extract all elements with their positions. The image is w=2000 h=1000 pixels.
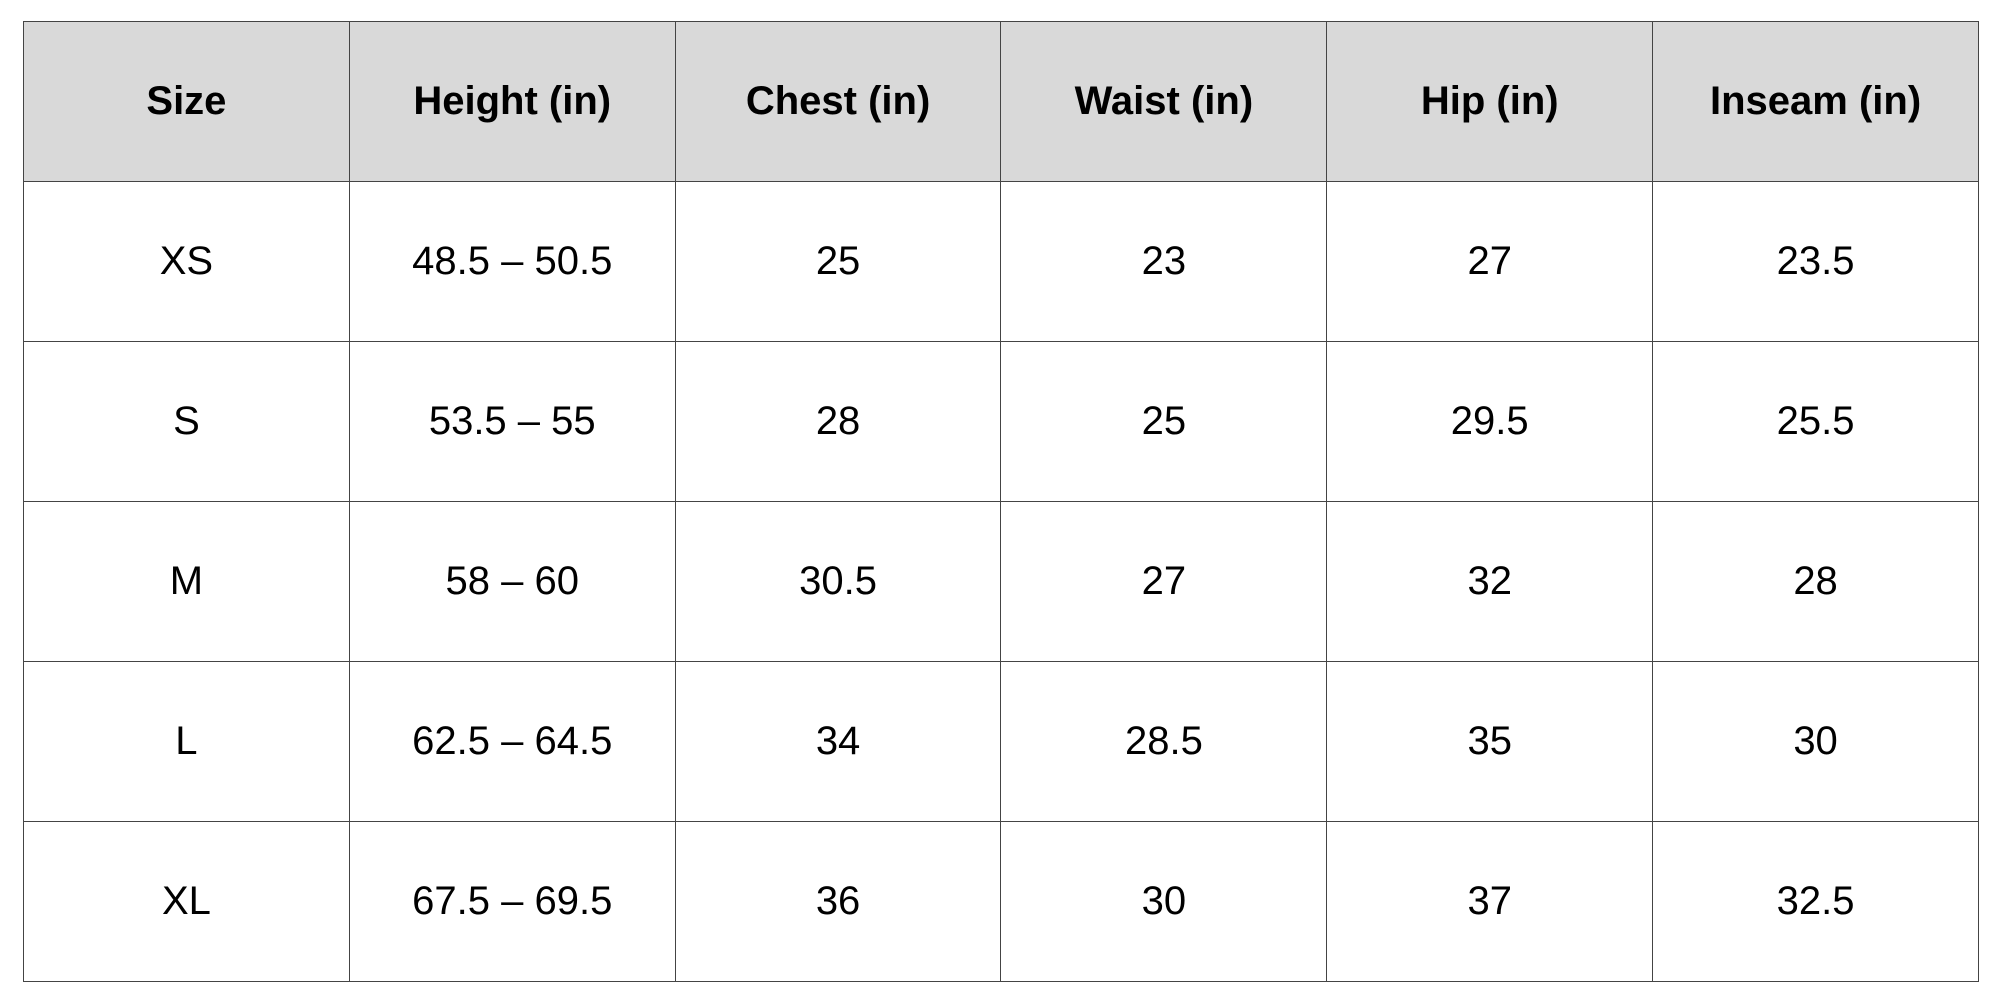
cell-inseam: 32.5 [1652,821,1979,982]
cell-size: XL [23,821,350,982]
cell-height: 53.5 – 55 [348,341,676,502]
table-header: Size Height (in) Chest (in) Waist (in) H… [23,21,1979,182]
cell-hip: 35 [1326,661,1654,822]
cell-chest: 30.5 [674,501,1002,662]
cell-chest: 28 [674,341,1002,502]
cell-chest: 25 [674,181,1002,342]
cell-waist: 28.5 [1000,661,1328,822]
header-inseam: Inseam (in) [1652,21,1979,182]
header-waist: Waist (in) [1000,21,1328,182]
cell-inseam: 23.5 [1652,181,1979,342]
table-row: XL 67.5 – 69.5 36 30 37 32.5 [23,821,1979,982]
cell-hip: 37 [1326,821,1654,982]
cell-waist: 27 [1000,501,1328,662]
table-row: M 58 – 60 30.5 27 32 28 [23,501,1979,662]
cell-chest: 34 [674,661,1002,822]
table-row: L 62.5 – 64.5 34 28.5 35 30 [23,661,1979,822]
cell-height: 58 – 60 [348,501,676,662]
cell-size: XS [23,181,350,342]
cell-hip: 27 [1326,181,1654,342]
cell-height: 48.5 – 50.5 [348,181,676,342]
cell-waist: 25 [1000,341,1328,502]
cell-size: S [23,341,350,502]
cell-height: 67.5 – 69.5 [348,821,676,982]
table-body: XS 48.5 – 50.5 25 23 27 23.5 S 53.5 – 55… [23,181,1979,982]
table-row: S 53.5 – 55 28 25 29.5 25.5 [23,341,1979,502]
cell-chest: 36 [674,821,1002,982]
header-chest: Chest (in) [674,21,1002,182]
cell-size: L [23,661,350,822]
cell-height: 62.5 – 64.5 [348,661,676,822]
header-hip: Hip (in) [1326,21,1654,182]
size-chart-table: Size Height (in) Chest (in) Waist (in) H… [23,21,1979,982]
cell-hip: 32 [1326,501,1654,662]
header-height: Height (in) [348,21,676,182]
cell-hip: 29.5 [1326,341,1654,502]
cell-waist: 23 [1000,181,1328,342]
header-size: Size [23,21,350,182]
cell-size: M [23,501,350,662]
cell-inseam: 25.5 [1652,341,1979,502]
header-row: Size Height (in) Chest (in) Waist (in) H… [23,21,1979,182]
table-row: XS 48.5 – 50.5 25 23 27 23.5 [23,181,1979,342]
cell-inseam: 28 [1652,501,1979,662]
cell-inseam: 30 [1652,661,1979,822]
cell-waist: 30 [1000,821,1328,982]
